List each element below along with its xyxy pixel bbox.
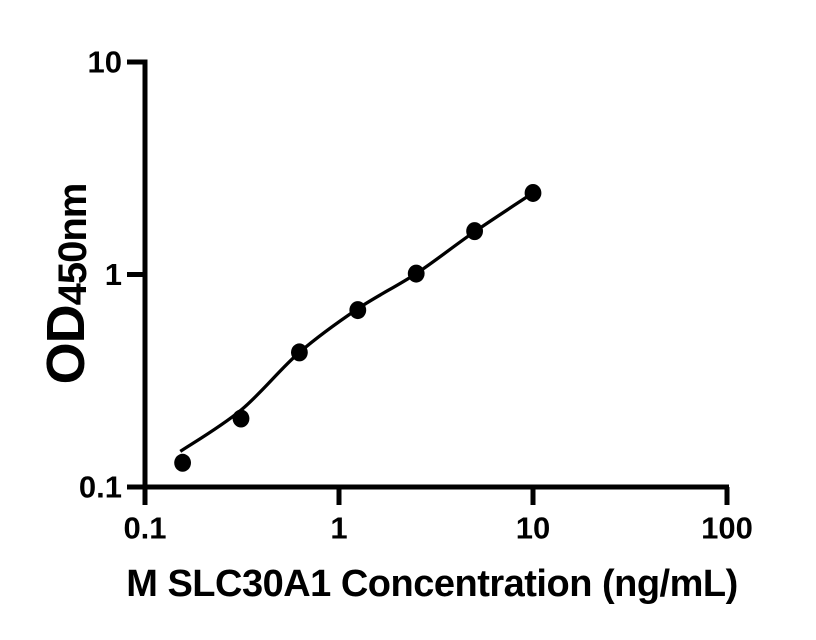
data-point	[407, 264, 425, 283]
data-point	[291, 343, 308, 362]
data-point	[232, 409, 250, 428]
x-tick-label: 0.1	[123, 511, 166, 546]
tick-label-layer: 0.1 1 10 0.1 1 10 100	[79, 45, 753, 546]
data-point	[524, 183, 542, 202]
axes-layer	[127, 59, 730, 505]
data-point	[466, 222, 484, 241]
x-tick-label: 100	[701, 511, 753, 546]
y-tick-label: 10	[88, 45, 122, 80]
y-tick-label: 0.1	[79, 470, 122, 505]
data-point	[174, 453, 192, 472]
y-tick-label: 1	[105, 257, 122, 292]
x-tick-label: 1	[330, 511, 347, 546]
data-points-layer	[174, 183, 542, 472]
y-axis-title: OD450nm	[36, 183, 96, 385]
data-point	[349, 301, 367, 320]
x-axis-title: M SLC30A1 Concentration (ng/mL)	[126, 563, 738, 605]
y-axis-title-subscript: 450nm	[51, 183, 95, 306]
y-axis-title-main: OD	[36, 305, 96, 385]
x-tick-label: 10	[516, 511, 550, 546]
